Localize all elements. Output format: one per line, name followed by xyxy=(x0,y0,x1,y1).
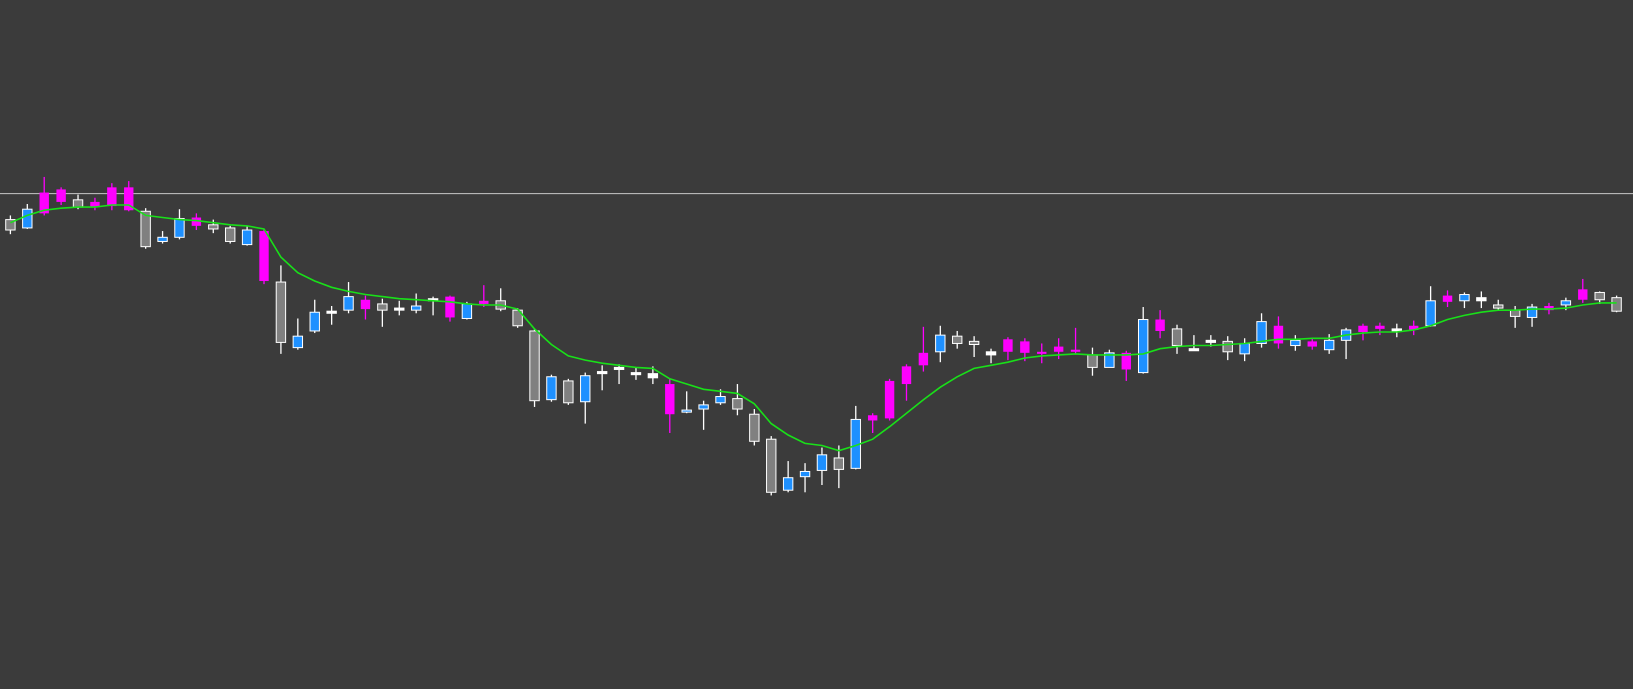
candle-body xyxy=(918,352,929,366)
candle-body xyxy=(782,477,794,491)
candle-body xyxy=(1611,297,1622,312)
candle-body xyxy=(715,396,726,404)
candle-body xyxy=(224,227,236,242)
candle-body xyxy=(140,210,151,248)
candle-body xyxy=(1476,297,1487,302)
candle-body xyxy=(766,438,777,493)
candle-body xyxy=(681,409,692,413)
candle-body xyxy=(360,299,371,310)
candle-body xyxy=(461,303,473,319)
candle-body xyxy=(985,351,997,356)
candle-body xyxy=(72,199,84,208)
candle-body xyxy=(1409,325,1419,330)
moving-average xyxy=(10,204,1617,452)
candle-body xyxy=(1560,300,1572,306)
candle-body xyxy=(191,217,202,226)
candle-body xyxy=(816,454,828,471)
candle-body xyxy=(1171,328,1183,347)
candle-body xyxy=(1037,351,1047,354)
candle-body xyxy=(1155,319,1165,331)
candle-body xyxy=(884,380,895,419)
candle-body xyxy=(445,296,455,318)
candle-body xyxy=(647,373,659,379)
candle-body xyxy=(546,376,557,401)
candle-body xyxy=(39,192,49,214)
candle-body xyxy=(394,307,405,311)
candle-body xyxy=(410,305,422,311)
candle-body xyxy=(259,231,269,282)
candle-body xyxy=(1307,341,1317,347)
candle-body xyxy=(1273,325,1284,344)
candle-body xyxy=(174,218,185,238)
candle-body xyxy=(596,371,608,375)
candle-body xyxy=(1358,325,1368,333)
candle-body xyxy=(157,236,168,242)
candle-body xyxy=(1188,348,1200,352)
candle-body xyxy=(1425,300,1436,327)
candle-body xyxy=(1493,304,1504,309)
candle-body xyxy=(1526,306,1538,318)
candle-body xyxy=(124,187,134,211)
candle-body xyxy=(107,187,117,207)
candle-body xyxy=(275,281,287,343)
candle-body xyxy=(665,384,675,415)
candle-body xyxy=(1544,305,1554,311)
candle-body xyxy=(732,398,743,410)
candle-body xyxy=(952,335,963,344)
candle-body xyxy=(343,296,354,311)
candle-body xyxy=(1509,309,1521,317)
candle-body xyxy=(56,189,66,202)
candle-body xyxy=(1003,339,1013,352)
candle-body xyxy=(292,335,304,349)
candle-body xyxy=(749,413,760,442)
candle-body xyxy=(1020,341,1030,353)
candle-body xyxy=(799,470,811,478)
candle-body xyxy=(1323,339,1335,351)
candle-body xyxy=(1459,294,1470,302)
candle-body xyxy=(580,375,591,403)
candle-body xyxy=(1290,339,1301,347)
candle-body xyxy=(1239,342,1250,355)
candle-body xyxy=(833,457,845,470)
candle-body xyxy=(563,380,574,404)
candle-body xyxy=(309,311,320,332)
candle-body xyxy=(698,404,709,410)
candle-body xyxy=(630,372,642,376)
candle-body xyxy=(90,201,100,208)
candle-body xyxy=(326,310,337,314)
candle-body xyxy=(5,219,16,231)
candle-body xyxy=(1137,319,1149,374)
candle-body xyxy=(1070,349,1081,352)
candle-body xyxy=(377,303,388,311)
candle-body xyxy=(529,330,540,402)
candle-body xyxy=(1053,346,1064,352)
candle-body xyxy=(22,208,33,229)
candle-body xyxy=(241,229,253,246)
candle-body xyxy=(901,366,912,385)
candle-body xyxy=(1256,321,1267,344)
candle-body xyxy=(1442,295,1453,302)
candle-body xyxy=(479,300,489,304)
candle-body xyxy=(1578,289,1588,300)
candle-body xyxy=(1104,352,1115,368)
candle-body xyxy=(935,334,946,353)
candle-body xyxy=(208,224,219,230)
candle-body xyxy=(1205,339,1217,343)
candle-body xyxy=(1375,325,1385,329)
candle-body xyxy=(1391,328,1403,332)
candle-body xyxy=(968,340,980,346)
candle-body xyxy=(1087,354,1098,368)
candle-body xyxy=(613,366,625,370)
candle-body xyxy=(1222,340,1233,353)
candle-body xyxy=(1594,291,1605,301)
candle-body xyxy=(867,415,878,421)
candle-body xyxy=(1121,352,1131,370)
